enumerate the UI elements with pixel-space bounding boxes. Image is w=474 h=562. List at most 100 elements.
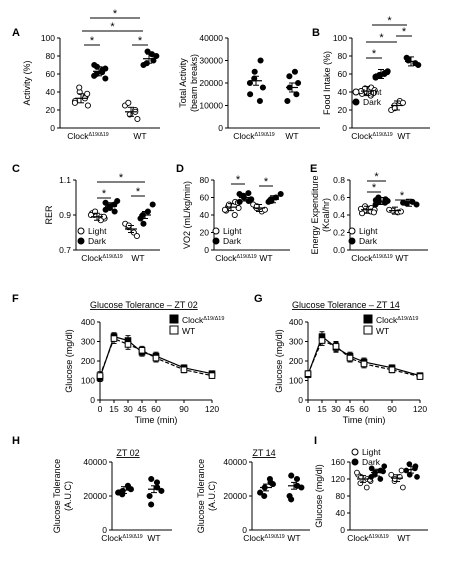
legend-marker-dark [352, 98, 360, 106]
data-point [71, 99, 78, 106]
legend-label-light: Light [88, 226, 107, 236]
panel-letter: G [254, 293, 263, 305]
data-point [384, 68, 391, 75]
y-tick-label: 0 [342, 123, 347, 133]
data-point [231, 211, 238, 219]
data-point [261, 492, 268, 500]
group-label-clock: ClockΔ19/Δ19 [101, 533, 143, 543]
panel-letter: A [12, 27, 20, 39]
data-point [414, 474, 420, 480]
data-point [388, 471, 395, 478]
significance-star: * [402, 26, 407, 38]
data-point [91, 72, 98, 79]
x-tick-label: 30 [123, 404, 133, 414]
data-point [288, 472, 295, 479]
data-point [318, 337, 326, 344]
data-point [372, 197, 379, 204]
y-tick-label: 20 [200, 228, 210, 238]
y-tick-label: 40 [200, 210, 210, 220]
panel-letter: I [314, 435, 317, 447]
data-point [398, 467, 405, 474]
y-tick-label: 0.4 [333, 210, 345, 220]
legend-label-light: Light [363, 87, 382, 97]
data-point [245, 190, 252, 197]
data-point [368, 465, 375, 472]
group-label-wt: WT [397, 131, 410, 141]
y-tick-label: 30000 [199, 56, 223, 66]
y-tick-label: 200 [81, 356, 95, 366]
panel-letter: F [12, 293, 19, 305]
data-point [180, 366, 188, 374]
data-point [388, 366, 396, 374]
data-point [370, 209, 377, 216]
data-point [295, 79, 302, 87]
y-tick-label: 400 [81, 317, 95, 327]
panel-E: 0.0 0.2 0.4 0.6 0.8 Energy Expenditure (Kcal/h… [310, 163, 428, 263]
panel-H1: 0 20000 40000 Glucose Tolerance (A.U.C) WT H ZT… [12, 435, 172, 543]
data-point [399, 99, 406, 106]
data-point [304, 370, 312, 377]
y-tick-label: 0.7 [59, 245, 71, 255]
data-point [148, 475, 155, 483]
data-point [354, 469, 360, 476]
data-point [102, 65, 109, 72]
legend-label-wt: WT [376, 326, 389, 336]
data-point [96, 372, 104, 379]
legend-label-wt: WT [182, 326, 195, 336]
y-axis-label: VO2 (mL/kg/min) [182, 181, 192, 249]
x-tick-label: 15 [109, 404, 119, 414]
significance-star: * [372, 182, 377, 194]
data-point [84, 102, 91, 109]
group-label-wt: WT [397, 533, 410, 543]
group-label-clock: ClockΔ19/Δ19 [347, 533, 389, 543]
y-axis-label: Total Activity [178, 58, 188, 108]
y-tick-label: 80 [46, 51, 56, 61]
y-tick-label: 0 [204, 245, 209, 255]
y-axis-label: (Kcal/hr) [321, 198, 331, 232]
y-tick-label: 20000 [83, 491, 107, 501]
y-tick-label: 40000 [223, 457, 247, 467]
y-tick-label: 200 [289, 356, 303, 366]
group-label-clock: ClockΔ19/Δ19 [243, 533, 285, 543]
group-label-wt: WT [259, 253, 272, 263]
data-point [377, 476, 384, 482]
y-tick-label: 20 [46, 105, 56, 115]
significance-star: * [90, 35, 95, 47]
legend-marker-dark [212, 237, 220, 245]
data-point [84, 90, 91, 97]
y-tick-label: 100 [41, 33, 55, 43]
data-point [372, 73, 379, 80]
legend-marker-light [348, 227, 356, 235]
data-point [363, 484, 370, 491]
data-point [138, 346, 146, 354]
data-point [332, 343, 340, 350]
data-point [208, 372, 216, 379]
significance-star: * [387, 15, 392, 27]
data-point [293, 475, 301, 483]
significance-star: * [113, 8, 118, 20]
group-label-wt: WT [133, 131, 146, 141]
legend-label-light: Light [359, 226, 378, 236]
y-tick-label: 80 [200, 175, 210, 185]
legend-marker-light [212, 227, 220, 235]
group-label-clock: ClockΔ19/Δ19 [233, 131, 275, 141]
significance-star: * [400, 190, 405, 202]
y-tick-label: 0 [102, 525, 107, 535]
data-point [386, 206, 393, 213]
significance-star: * [119, 172, 124, 184]
x-tick-label: 45 [137, 404, 147, 414]
x-tick-label: 15 [317, 404, 327, 414]
x-tick-label: 60 [151, 404, 161, 414]
panel-C: 0.7 0.9 1.1 RER WT * * * C [12, 163, 160, 263]
legend-label-dark: Dark [362, 457, 381, 467]
data-point [148, 501, 155, 508]
data-point [293, 91, 300, 98]
data-point [247, 91, 254, 98]
data-point [416, 373, 424, 380]
data-point [286, 492, 293, 500]
y-tick-label: 0.0 [333, 245, 345, 255]
panel-F: 0 100 200 300 400 0 15 30 45 60 90 120 Time (min) Glu… [12, 293, 224, 425]
data-point [236, 190, 243, 198]
